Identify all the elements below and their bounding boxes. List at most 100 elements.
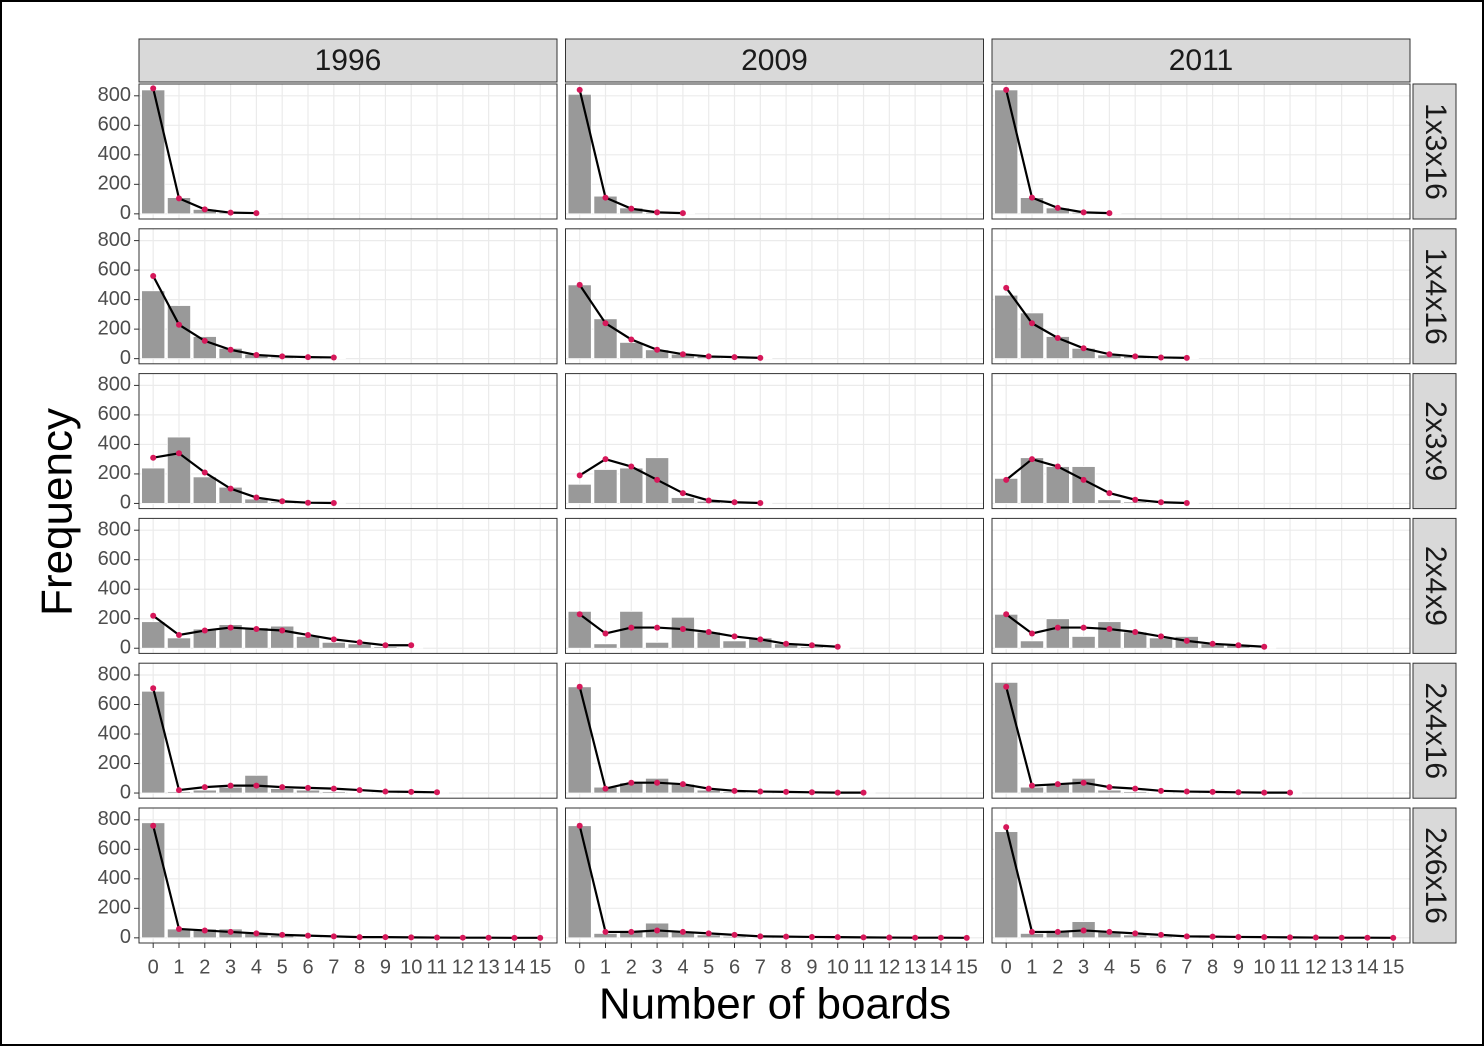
- x-tick-label: 8: [354, 956, 365, 978]
- y-tick-label: 800: [98, 518, 131, 540]
- fit-point: [408, 788, 415, 795]
- bar: [141, 89, 166, 215]
- y-tick-label: 200: [98, 607, 131, 629]
- fit-point: [1209, 933, 1216, 940]
- fit-point: [1287, 934, 1294, 941]
- fit-point: [860, 789, 867, 796]
- fit-point: [1054, 463, 1061, 470]
- fit-point: [175, 321, 182, 328]
- fit-point: [1132, 629, 1139, 636]
- fit-point: [279, 498, 286, 505]
- x-axis-label: Number of boards: [599, 980, 951, 1029]
- fit-point: [253, 782, 260, 789]
- fit-point: [1106, 626, 1113, 633]
- panel-border: [991, 517, 1411, 654]
- fit-line: [579, 457, 761, 505]
- fit-line: [578, 825, 967, 939]
- x-tick-label: 12: [1305, 956, 1327, 978]
- bar: [593, 643, 618, 649]
- fit-point: [1261, 643, 1268, 650]
- x-tick-label: 3: [1078, 956, 1089, 978]
- bar: [1045, 618, 1070, 649]
- bar: [141, 690, 166, 794]
- panel: [992, 84, 1410, 219]
- bar: [1045, 466, 1070, 504]
- fit-point: [705, 497, 712, 504]
- fit-point: [253, 494, 260, 501]
- fit-point: [757, 933, 764, 940]
- panel-border: [565, 807, 984, 944]
- fit-point: [1028, 782, 1035, 789]
- bar: [593, 318, 618, 360]
- fit-point: [731, 354, 738, 361]
- fit-point: [886, 934, 893, 941]
- x-tick-label: 10: [1253, 956, 1275, 978]
- fit-point: [628, 928, 635, 935]
- x-tick-label: 1: [600, 956, 611, 978]
- fit-point: [1003, 284, 1010, 291]
- y-tick-label: 400: [98, 722, 131, 744]
- bar: [567, 686, 592, 794]
- fit-point: [1054, 624, 1061, 631]
- column-strip-label: 2009: [741, 44, 808, 77]
- fit-point: [305, 932, 312, 939]
- fit-point: [1158, 931, 1165, 938]
- fit-point: [654, 927, 661, 934]
- fit-point: [330, 354, 337, 361]
- fit-point: [1080, 209, 1087, 216]
- bar: [166, 305, 192, 360]
- y-tick-label: 0: [120, 202, 131, 224]
- fit-point: [408, 934, 415, 941]
- bar: [1097, 789, 1122, 794]
- panel-border: [138, 662, 558, 799]
- fit-point: [783, 640, 790, 647]
- fit-point: [1183, 933, 1190, 940]
- fit-line: [1005, 826, 1394, 939]
- row-strip-label: 2x4x16: [1419, 682, 1452, 779]
- bar: [141, 822, 166, 939]
- fit-point: [937, 934, 944, 941]
- x-tick-label: 14: [930, 956, 952, 978]
- x-tick-label: 1: [173, 956, 184, 978]
- bar: [1071, 636, 1096, 649]
- panel: [565, 663, 984, 799]
- fit-point: [227, 485, 234, 492]
- fit-point: [912, 934, 919, 941]
- fit-point: [305, 499, 312, 506]
- fit-point: [576, 822, 583, 829]
- panel-border: [138, 83, 558, 220]
- fit-point: [150, 454, 157, 461]
- y-tick-label: 600: [98, 258, 131, 280]
- strip: [1412, 228, 1457, 365]
- panel-border: [991, 807, 1411, 944]
- fit-point: [1054, 204, 1061, 211]
- fit-point: [1158, 354, 1165, 361]
- fit-point: [253, 210, 260, 217]
- bar: [1019, 640, 1045, 649]
- bar: [192, 789, 217, 794]
- fit-point: [382, 934, 389, 941]
- panel-border: [565, 517, 984, 654]
- fit-point: [1209, 788, 1216, 795]
- x-tick-label: 7: [755, 956, 766, 978]
- fit-point: [434, 789, 441, 796]
- panel: [139, 808, 557, 943]
- fit-point: [175, 631, 182, 638]
- fit-point: [1106, 928, 1113, 935]
- fit-point: [1028, 928, 1035, 935]
- panel: [139, 84, 557, 219]
- y-tick-label: 600: [98, 693, 131, 715]
- fit-point: [1054, 334, 1061, 341]
- fit-point: [757, 636, 764, 643]
- fit-point: [654, 476, 661, 483]
- fit-point: [253, 351, 260, 358]
- fit-point: [305, 784, 312, 791]
- x-tick-label: 3: [225, 956, 236, 978]
- fit-point: [1312, 934, 1319, 941]
- fit-point: [860, 934, 867, 941]
- y-tick-label: 0: [120, 492, 131, 514]
- x-tick-label: 9: [380, 956, 391, 978]
- fit-point: [150, 822, 157, 829]
- fit-point: [201, 627, 208, 634]
- fit-point: [253, 626, 260, 633]
